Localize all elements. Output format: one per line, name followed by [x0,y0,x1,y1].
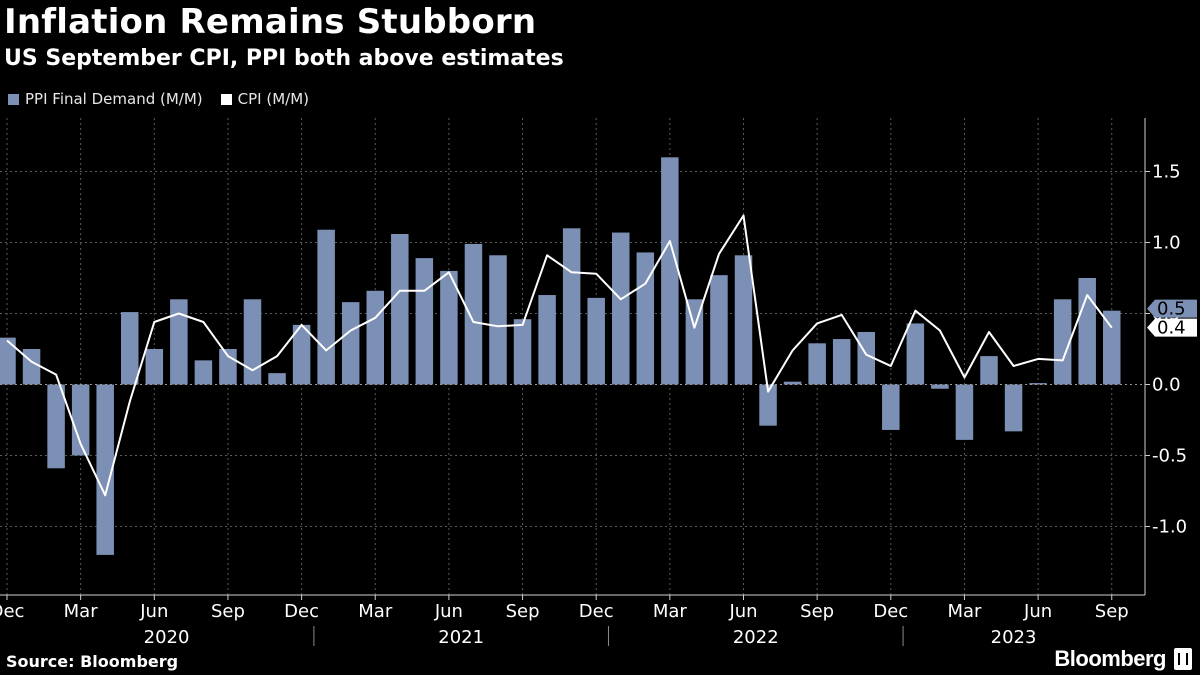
ppi-bar [832,339,851,385]
ppi-bar [268,373,286,385]
ppi-bar [1078,278,1096,385]
gridlines [0,118,1145,595]
chart-title: Inflation Remains Stubborn [4,2,537,42]
ppi-bar [734,255,753,385]
x-tick-label: Mar [358,601,393,622]
x-tick-label: Mar [64,601,99,622]
x-tick-label: Sep [506,601,540,622]
ppi-bar [882,384,900,430]
end-labels: 0.50.4 [1147,299,1197,339]
ppi-bar [1029,383,1047,385]
ppi-bar [612,232,630,385]
ppi-bar [980,356,998,385]
ppi-bar [22,349,41,385]
chart-subtitle: US September CPI, PPI both above estimat… [4,46,564,71]
ppi-bar [857,331,875,385]
y-tick-label: 1.5 [1152,162,1181,183]
ppi-bar [759,384,777,426]
x-tick-label: Mar [653,601,688,622]
bloomberg-logo: Bloomberg [1054,646,1166,671]
y-tick-label: -1.0 [1152,517,1187,538]
y-axis: 1.5 1.0 0.5 0.0 -0.5 -1.0 [1144,118,1187,595]
ppi-bar [145,349,164,385]
x-tick-label: Sep [1095,601,1129,622]
ppi-bar [415,258,434,385]
x-tick-label: Dec [0,601,24,622]
cpi-series-line [6,214,1113,497]
ppi-bar [783,381,802,385]
x-tick-label: Jun [728,601,757,622]
ppi-bar [710,275,728,385]
source-note: Source: Bloomberg [6,652,179,671]
ppi-bar [587,297,605,385]
ppi-bar [489,255,507,385]
ppi-bar [243,299,262,385]
ppi-bar [931,384,949,389]
ppi-bar [194,360,213,385]
cpi-line [6,214,1113,497]
ppi-bar [170,299,188,385]
year-label: 2020 [144,627,190,648]
ppi-bar [562,228,581,385]
x-tick-label: Mar [947,601,982,622]
year-label: 2022 [733,627,779,648]
x-tick-label: Dec [579,601,614,622]
legend-item-cpi: CPI (M/M) [220,90,310,108]
ppi-bars [0,157,1121,555]
ppi-end-label: 0.5 [1157,299,1186,320]
ppi-bar [121,312,139,385]
legend-label-cpi: CPI (M/M) [237,90,310,108]
x-tick-label: Dec [873,601,908,622]
ppi-bar [955,384,974,440]
ppi-bar [685,299,704,385]
y-tick-label: 1.0 [1152,233,1181,254]
x-tick-label: Sep [211,601,245,622]
x-tick-label: Jun [139,601,168,622]
ppi-end-tag [1147,299,1197,318]
x-tick-label: Sep [800,601,834,622]
cpi-end-label: 0.4 [1157,318,1186,339]
ppi-bar [464,243,483,385]
legend: PPI Final Demand (M/M) CPI (M/M) [8,90,309,108]
ppi-bar [47,384,65,469]
bloomberg-terminal-icon [1174,648,1192,670]
year-label: 2021 [438,627,484,648]
cpi-end-tag [1147,318,1197,337]
x-tick-label: Dec [284,601,319,622]
ppi-bar [96,384,114,555]
y-tick-label: -0.5 [1152,446,1187,467]
ppi-bar [317,229,335,385]
ppi-bar [906,323,925,385]
legend-item-ppi: PPI Final Demand (M/M) [8,90,203,108]
ppi-bar [538,295,556,385]
ppi-bar [1053,299,1072,385]
ppi-bar [0,337,16,385]
legend-swatch-cpi [220,93,232,105]
ppi-bar [661,157,679,385]
ppi-bar [1103,310,1121,385]
year-label: 2023 [991,627,1037,648]
x-tick-label: Jun [434,601,463,622]
legend-label-ppi: PPI Final Demand (M/M) [25,90,203,108]
x-tick-label: Jun [1023,601,1052,622]
ppi-bar [391,233,409,385]
ppi-bar [341,302,360,385]
ppi-bar [71,384,90,456]
ppi-bar [513,319,532,385]
y-tick-label: 0.0 [1152,375,1181,396]
legend-swatch-ppi [8,93,19,105]
ppi-bar [366,290,384,385]
ppi-bar [1004,384,1023,432]
x-axis: Dec Mar Jun Sep Dec Mar Jun Sep Dec Mar Jun Sep Dec M… [0,594,1145,648]
ppi-bar [808,343,826,385]
ppi-bar [292,324,311,385]
ppi-bar [440,270,458,385]
